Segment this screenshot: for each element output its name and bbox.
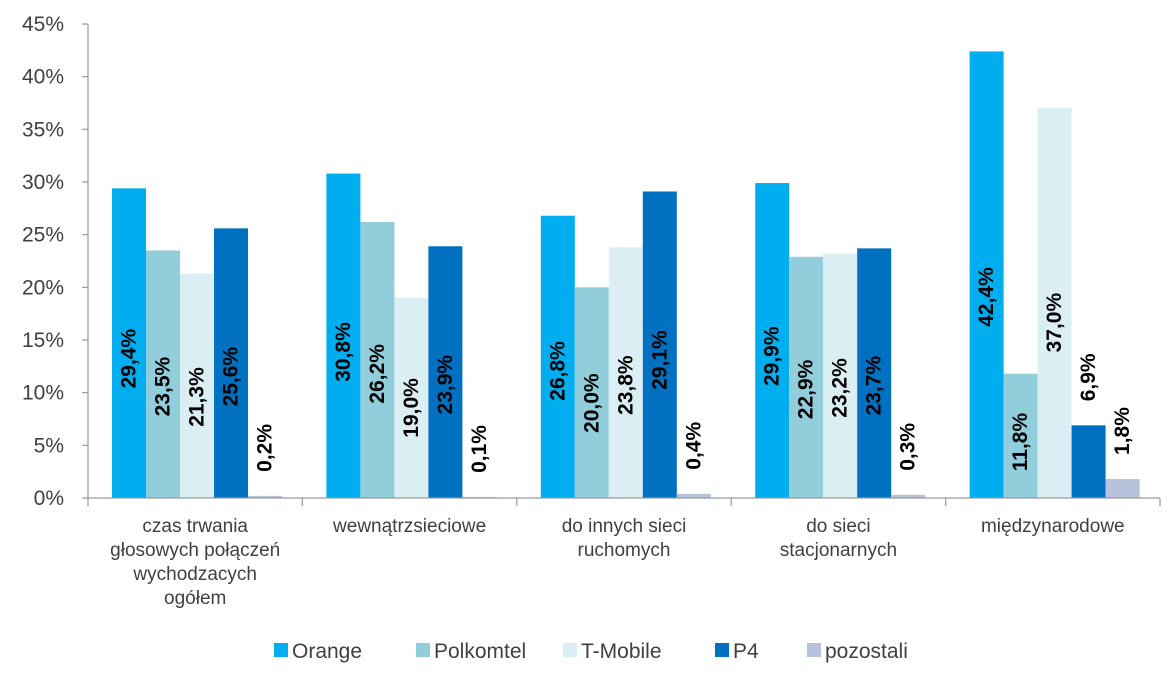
bar-pozostali — [1105, 479, 1140, 498]
legend-swatch-t-mobile — [563, 643, 577, 657]
bar-polkomtel — [1003, 373, 1038, 498]
data-label: 22,9% — [795, 359, 818, 419]
bar-t-mobile — [394, 297, 429, 498]
category-label: czas trwania głosowych połączeń wychodzacy… — [110, 516, 280, 609]
data-label: 0,1% — [468, 425, 491, 473]
legend-swatch-orange — [274, 643, 288, 657]
data-labels: 29,4% 23,5% 21,3% 25,6% 0,2% 30,8% 26,2% 19,0% 2… — [118, 267, 1135, 473]
bar-orange — [112, 188, 146, 498]
data-label: 26,2% — [366, 344, 389, 404]
y-tick-label: 5% — [34, 434, 64, 457]
legend-label: P4 — [733, 640, 759, 663]
data-label: 29,9% — [761, 326, 784, 386]
y-tick-label: 30% — [22, 171, 64, 194]
y-tick-label: 45% — [22, 13, 64, 36]
y-tick-label: 15% — [22, 329, 64, 352]
data-label: 30,8% — [332, 322, 355, 382]
bar-t-mobile — [1037, 108, 1072, 499]
y-tick-label: 35% — [22, 118, 64, 141]
bar-p4 — [214, 228, 248, 498]
data-label: 6,9% — [1077, 353, 1100, 401]
data-label: 23,7% — [863, 356, 886, 416]
data-label: 25,6% — [220, 347, 243, 407]
bar-p4 — [642, 191, 677, 499]
data-label: 19,0% — [400, 378, 423, 438]
legend-label: Orange — [292, 640, 362, 663]
bar-pozostali — [248, 495, 282, 498]
category-label: do innych sieci ruchomych — [562, 516, 687, 561]
legend-label: T-Mobile — [581, 640, 662, 663]
data-label: 0,3% — [897, 423, 920, 471]
category-label: międzynarodowe — [981, 516, 1125, 537]
category-label: do sieci stacjonarnych — [780, 516, 897, 561]
data-label: 11,8% — [1009, 413, 1032, 472]
bars — [112, 51, 1140, 499]
y-tick-label: 20% — [22, 276, 64, 299]
bar-pozostali — [676, 493, 711, 498]
y-tick-label: 0% — [34, 487, 64, 510]
bar-t-mobile — [180, 273, 214, 498]
data-label: 0,2% — [254, 424, 277, 472]
bar-polkomtel — [360, 222, 395, 498]
data-label: 23,2% — [829, 358, 852, 418]
data-label: 29,4% — [118, 329, 141, 389]
legend-swatch-polkomtel — [416, 643, 430, 657]
bar-polkomtel — [146, 250, 180, 498]
legend: Orange Polkomtel T-Mobile P4 pozostali — [274, 640, 908, 663]
bar-orange — [969, 51, 1004, 499]
y-tick-label: 25% — [22, 224, 64, 247]
bar-p4 — [1071, 425, 1106, 498]
y-axis: 0% 5% 10% 15% 20% 25% 30% 35% 40% 45% — [22, 13, 89, 510]
data-label: 37,0% — [1043, 293, 1066, 353]
data-label: 23,9% — [434, 355, 457, 415]
category-label: wewnątrzsieciowe — [332, 516, 486, 537]
data-label: 21,3% — [186, 367, 209, 427]
legend-label: pozostali — [825, 640, 908, 663]
bar-orange — [326, 173, 361, 498]
data-label: 1,8% — [1111, 407, 1134, 455]
legend-swatch-pozostali — [807, 643, 821, 657]
y-tick-label: 10% — [22, 382, 64, 405]
bar-p4 — [428, 246, 463, 498]
bar-t-mobile — [823, 253, 858, 498]
bar-pozostali — [891, 494, 926, 498]
data-label: 29,1% — [648, 330, 671, 390]
x-axis: czas trwania głosowych połączeń wychodzacy… — [87, 497, 1161, 609]
data-label: 26,8% — [546, 341, 569, 401]
data-label: 23,8% — [614, 355, 637, 415]
bar-orange — [540, 215, 575, 498]
data-label: 42,4% — [975, 267, 998, 327]
bar-polkomtel — [789, 256, 824, 498]
legend-label: Polkomtel — [434, 640, 526, 663]
data-label: 0,4% — [682, 422, 705, 470]
bar-t-mobile — [608, 247, 643, 498]
data-label: 23,5% — [152, 357, 175, 417]
bar-orange — [755, 183, 790, 498]
y-tick-label: 40% — [22, 66, 64, 89]
legend-swatch-p4 — [715, 643, 729, 657]
bar-polkomtel — [574, 287, 609, 498]
bar-p4 — [857, 248, 892, 498]
data-label: 20,0% — [580, 373, 603, 433]
